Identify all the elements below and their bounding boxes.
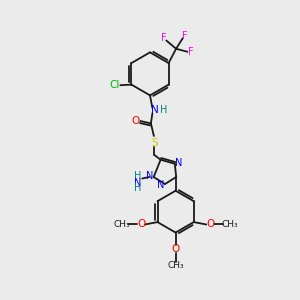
- Text: N: N: [151, 105, 158, 115]
- Text: CH₃: CH₃: [167, 262, 184, 271]
- Text: CH₃: CH₃: [113, 220, 130, 229]
- Text: H: H: [134, 183, 142, 193]
- Text: N: N: [157, 180, 164, 190]
- Text: Cl: Cl: [109, 80, 119, 90]
- Text: O: O: [206, 220, 214, 230]
- Text: N: N: [146, 171, 153, 181]
- Text: H: H: [134, 171, 142, 181]
- Text: N: N: [134, 178, 142, 188]
- Text: CH₃: CH₃: [221, 220, 238, 229]
- Text: N: N: [175, 158, 183, 168]
- Text: F: F: [188, 47, 193, 57]
- Text: O: O: [132, 116, 140, 126]
- Text: O: O: [137, 220, 145, 230]
- Text: S: S: [151, 137, 158, 148]
- Text: F: F: [182, 31, 188, 41]
- Text: F: F: [161, 33, 167, 43]
- Text: O: O: [172, 244, 180, 254]
- Text: H: H: [160, 105, 167, 115]
